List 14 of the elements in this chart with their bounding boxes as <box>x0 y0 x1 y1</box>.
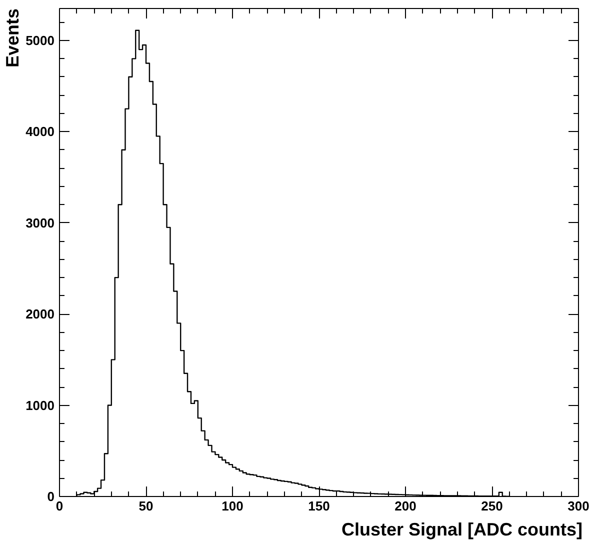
x-axis-title: Cluster Signal [ADC counts] <box>341 520 582 540</box>
y-tick-label: 3000 <box>26 215 54 230</box>
x-tick-label: 200 <box>394 498 416 514</box>
y-tick-label: 5000 <box>26 32 54 48</box>
y-tick-label: 4000 <box>26 124 54 140</box>
x-tick-label: 100 <box>222 498 244 514</box>
x-tick-label: 50 <box>138 498 154 514</box>
y-tick-label: 2000 <box>26 306 54 322</box>
y-tick-label: 1000 <box>26 398 54 413</box>
y-axis-title: Events <box>2 8 22 68</box>
y-tick-label: 0 <box>47 489 55 504</box>
x-tick-label: 250 <box>481 498 503 514</box>
x-tick-label: 300 <box>568 498 590 514</box>
x-tick-label: 150 <box>308 498 330 514</box>
